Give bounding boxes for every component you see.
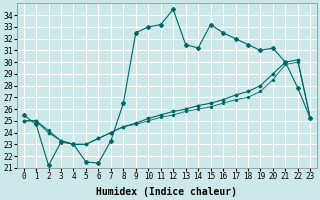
- X-axis label: Humidex (Indice chaleur): Humidex (Indice chaleur): [96, 186, 237, 197]
